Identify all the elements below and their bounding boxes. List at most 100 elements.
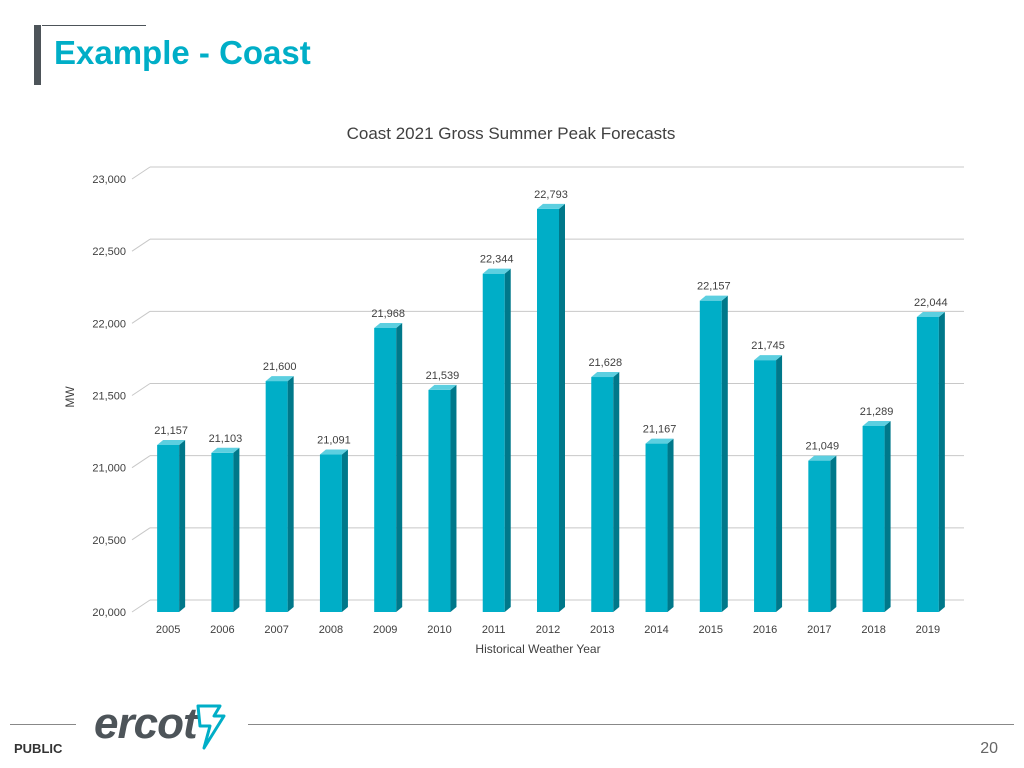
bar-side [450, 384, 457, 612]
footer-divider-left [10, 724, 76, 725]
bar-top [808, 455, 837, 461]
bar-top [211, 447, 240, 453]
gridline-depth [131, 599, 151, 613]
bar-side [884, 420, 891, 612]
gridline-depth [131, 238, 151, 252]
slide-title: Example - Coast [54, 34, 311, 71]
bar-front [374, 327, 397, 612]
data-label: 21,103 [209, 433, 243, 445]
bar-top [482, 268, 511, 274]
x-tick-label: 2017 [807, 624, 831, 636]
bar-front [808, 460, 831, 612]
logo-wordmark: ercot [94, 699, 198, 748]
x-axis-label: Historical Weather Year [475, 642, 600, 656]
bar-front [211, 452, 234, 612]
data-label: 21,539 [426, 370, 460, 382]
bar-front [428, 389, 451, 612]
bar-side [721, 295, 728, 612]
bar-top [428, 384, 457, 390]
bar-side [830, 455, 837, 612]
bar-top [319, 449, 348, 455]
bar-top [862, 420, 891, 426]
bar-front [754, 360, 777, 612]
bar-side [179, 440, 186, 612]
y-tick-label: 21,000 [92, 463, 126, 475]
bar-top [374, 322, 403, 328]
gridline-depth [131, 310, 151, 324]
bar-side [396, 322, 403, 612]
ercot-logo: ercot [94, 700, 230, 752]
data-label: 22,793 [534, 189, 568, 201]
x-tick-label: 2005 [156, 624, 180, 636]
bar-side [559, 203, 565, 612]
y-tick-label: 22,500 [92, 246, 126, 258]
bar-top [916, 311, 945, 317]
x-tick-label: 2018 [861, 624, 885, 636]
title-rule [42, 25, 146, 26]
bar-2013 [591, 372, 620, 612]
bars [157, 203, 945, 612]
bar-2005 [157, 440, 186, 612]
y-tick-label: 22,000 [92, 318, 126, 330]
x-tick-label: 2008 [319, 624, 343, 636]
bar-2017 [808, 455, 837, 612]
bar-front [699, 300, 722, 612]
page-number: 20 [980, 740, 998, 757]
chart-title: Coast 2021 Gross Summer Peak Forecasts [347, 124, 676, 143]
bar-side [938, 311, 945, 612]
y-axis-ticks: 20,000 20,500 21,000 21,500 22,000 22,500 23,0… [92, 174, 126, 619]
y-tick-label: 23,000 [92, 174, 126, 186]
bar-top [754, 355, 783, 361]
data-label: 22,044 [914, 297, 948, 309]
bar-front [591, 377, 614, 612]
bar-front [862, 425, 885, 612]
bar-2010 [428, 384, 457, 612]
footer-classification: PUBLIC [14, 741, 63, 756]
data-label: 21,049 [806, 441, 840, 453]
x-tick-label: 2007 [264, 624, 288, 636]
bar-side [776, 355, 783, 612]
bar-2019 [916, 311, 945, 612]
bar-front [645, 443, 668, 612]
bar-front [319, 454, 342, 612]
bar-front [916, 316, 939, 612]
x-axis-ticks: 2005 2006 2007 2008 2009 2010 2011 2012 2013 2014… [156, 624, 940, 636]
bar-side [613, 372, 620, 612]
bar-side [667, 438, 674, 612]
bar-2009 [374, 322, 403, 612]
bar-2016 [754, 355, 783, 612]
x-tick-label: 2009 [373, 624, 397, 636]
bar-front [482, 273, 505, 612]
data-label: 21,968 [371, 308, 405, 320]
bar-2018 [862, 420, 891, 612]
data-label: 21,091 [317, 435, 351, 447]
bar-2012 [537, 203, 565, 612]
data-label: 21,628 [588, 357, 622, 369]
bar-2006 [211, 447, 240, 612]
bar-top [699, 295, 728, 301]
title-accent-bar [34, 25, 41, 85]
bar-2011 [482, 268, 511, 612]
x-tick-label: 2015 [699, 624, 723, 636]
bar-2008 [319, 449, 348, 612]
gridline-depth [131, 383, 151, 396]
bar-front [265, 381, 288, 612]
x-tick-label: 2012 [536, 624, 560, 636]
bar-side [504, 268, 511, 612]
bar-2007 [265, 376, 294, 612]
gridline-depth [131, 527, 151, 541]
bar-chart: Coast 2021 Gross Summer Peak Forecasts 2… [63, 124, 964, 656]
x-tick-label: 2019 [916, 624, 940, 636]
bar-side [233, 447, 240, 612]
bar-side [287, 376, 294, 612]
x-tick-label: 2013 [590, 624, 614, 636]
bar-2015 [699, 295, 728, 612]
x-tick-label: 2016 [753, 624, 777, 636]
bar-top [537, 203, 565, 209]
gridline-depth [131, 166, 151, 180]
y-axis-label: MW [63, 386, 77, 408]
bar-front [157, 445, 180, 612]
x-tick-label: 2011 [482, 624, 506, 636]
data-labels: 21,157 21,103 21,600 21,091 21,968 21,539 22,3… [154, 189, 947, 453]
data-label: 22,157 [697, 281, 731, 293]
